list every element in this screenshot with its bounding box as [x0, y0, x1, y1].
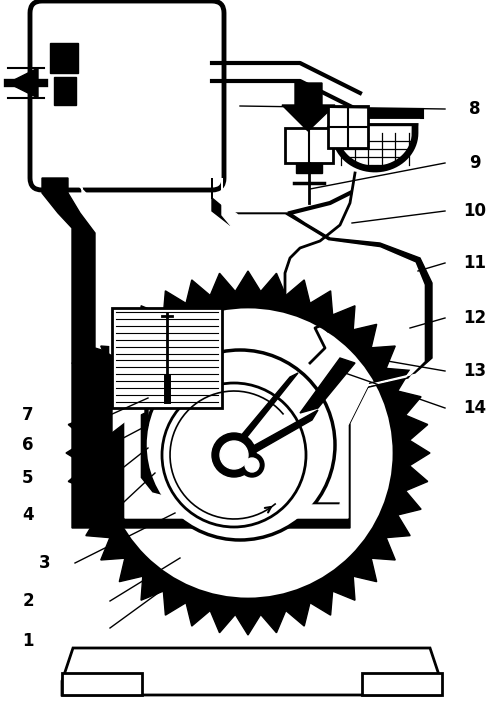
- Text: 1: 1: [22, 632, 34, 650]
- Bar: [328, 106, 368, 148]
- Text: 2: 2: [22, 592, 34, 610]
- Bar: [50, 43, 78, 73]
- Polygon shape: [80, 178, 198, 518]
- Bar: [362, 673, 442, 695]
- Circle shape: [220, 441, 248, 469]
- Polygon shape: [229, 373, 298, 450]
- Polygon shape: [300, 358, 355, 413]
- Polygon shape: [282, 83, 335, 131]
- Polygon shape: [222, 178, 424, 518]
- Text: 7: 7: [22, 406, 34, 424]
- Text: 11: 11: [463, 254, 486, 272]
- Bar: [333, 113, 417, 125]
- Polygon shape: [42, 178, 210, 528]
- Circle shape: [162, 383, 306, 527]
- FancyBboxPatch shape: [30, 1, 224, 190]
- Bar: [62, 673, 142, 695]
- Polygon shape: [333, 115, 417, 171]
- Text: 8: 8: [469, 100, 481, 118]
- Text: 4: 4: [22, 506, 34, 524]
- Bar: [112, 308, 222, 408]
- Polygon shape: [212, 178, 432, 528]
- Circle shape: [240, 453, 264, 477]
- Circle shape: [102, 307, 394, 599]
- Polygon shape: [339, 121, 411, 165]
- Text: 13: 13: [463, 362, 486, 380]
- Text: 12: 12: [463, 309, 486, 327]
- Text: 5: 5: [22, 469, 34, 487]
- Polygon shape: [242, 410, 318, 460]
- Polygon shape: [72, 363, 112, 528]
- Bar: [296, 163, 322, 173]
- Circle shape: [145, 350, 335, 540]
- Polygon shape: [8, 68, 38, 98]
- Text: 9: 9: [469, 154, 481, 172]
- Bar: [54, 77, 76, 105]
- Bar: [285, 128, 333, 163]
- Text: 10: 10: [463, 202, 486, 220]
- Polygon shape: [66, 271, 430, 635]
- Text: 14: 14: [463, 399, 486, 417]
- Circle shape: [245, 458, 259, 472]
- Polygon shape: [62, 648, 441, 695]
- Text: 3: 3: [39, 554, 51, 572]
- Text: 6: 6: [22, 436, 34, 454]
- Circle shape: [212, 433, 256, 477]
